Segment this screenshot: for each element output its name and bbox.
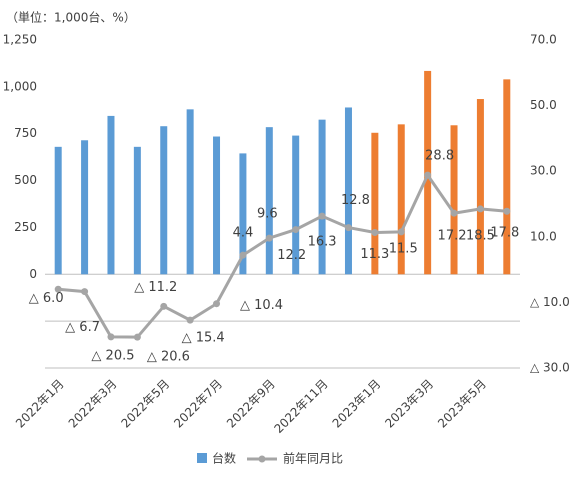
bar <box>265 127 273 275</box>
line-marker <box>292 226 300 234</box>
line-marker <box>160 302 168 310</box>
y2-tick-label: △ 30.0 <box>530 361 570 375</box>
line-marker <box>265 234 273 242</box>
data-label: 12.8 <box>341 193 370 208</box>
data-label: 12.2 <box>277 248 306 263</box>
data-label: 17.2 <box>438 229 467 244</box>
bar <box>81 140 89 275</box>
x-tick-label: 2022年9月 <box>224 377 278 431</box>
data-label: 11.5 <box>389 241 418 256</box>
line-marker <box>503 207 511 215</box>
data-label: 28.8 <box>425 149 454 164</box>
bar <box>239 153 247 275</box>
bar <box>503 79 511 275</box>
bar <box>54 146 62 275</box>
bar <box>133 146 141 275</box>
data-label: 9.6 <box>257 207 278 222</box>
x-tick-label: 2023年1月 <box>330 377 384 431</box>
line-marker <box>397 228 405 236</box>
y-tick-label: 500 <box>14 173 37 187</box>
y2-tick-label: 50.0 <box>530 98 557 112</box>
y2-tick-label: 10.0 <box>530 229 557 243</box>
data-label: △ 20.5 <box>91 348 134 363</box>
bar <box>344 107 352 275</box>
y-tick-label: 0 <box>29 267 37 281</box>
line-marker <box>81 288 89 296</box>
data-label: 4.4 <box>233 226 254 241</box>
line-marker <box>213 300 221 308</box>
bar <box>213 136 221 275</box>
data-label: △ 20.6 <box>147 350 190 365</box>
line <box>58 172 507 339</box>
line-marker <box>371 229 379 237</box>
bar <box>292 135 300 275</box>
y-tick-label: 1,250 <box>3 33 37 47</box>
data-label: △ 10.4 <box>240 298 283 313</box>
x-tick-label: 2022年11月 <box>271 377 330 436</box>
data-label: △ 15.4 <box>182 331 225 346</box>
line-marker <box>450 209 458 217</box>
line-marker <box>133 333 141 341</box>
x-tick-label: 2022年5月 <box>118 377 172 431</box>
y-tick-label: 750 <box>14 126 37 140</box>
chart-title: （単位：1,000台、%） <box>6 10 136 25</box>
data-label: 11.3 <box>360 247 389 262</box>
data-label: 18.5 <box>466 228 495 243</box>
x-tick-label: 2022年1月 <box>13 377 67 431</box>
data-label: 17.8 <box>490 226 519 241</box>
data-label: 16.3 <box>308 235 337 250</box>
line-marker <box>186 316 194 324</box>
data-label: △ 11.2 <box>134 280 177 295</box>
y-tick-label: 250 <box>14 220 37 234</box>
line-marker <box>476 205 484 213</box>
y2-tick-label: 70.0 <box>530 33 557 47</box>
x-tick-label: 2023年3月 <box>382 377 436 431</box>
data-label: △ 6.7 <box>65 320 100 335</box>
line-marker <box>107 333 115 341</box>
y2-tick-label: 30.0 <box>530 164 557 178</box>
data-label: △ 6.0 <box>29 291 64 306</box>
bar <box>450 125 458 275</box>
line-marker <box>318 212 326 220</box>
x-tick-label: 2022年3月 <box>66 377 120 431</box>
x-tick-label: 2023年5月 <box>435 377 489 431</box>
line-marker <box>344 224 352 232</box>
bar <box>371 132 379 275</box>
bar <box>160 126 168 275</box>
line-marker <box>424 171 432 179</box>
legend-label: 前年同月比 <box>283 451 343 466</box>
bar <box>107 115 115 275</box>
legend-swatch <box>197 453 207 463</box>
legend-label: 台数 <box>212 451 236 466</box>
bar <box>476 99 484 275</box>
line-marker <box>54 285 62 293</box>
legend-swatch-marker <box>258 455 266 463</box>
bar <box>397 124 405 275</box>
bar <box>186 109 194 275</box>
bar <box>318 119 326 275</box>
x-tick-label: 2022年7月 <box>171 377 225 431</box>
y-tick-label: 1,000 <box>3 79 37 93</box>
line-marker <box>239 251 247 259</box>
y2-tick-label: △ 10.0 <box>530 295 570 309</box>
